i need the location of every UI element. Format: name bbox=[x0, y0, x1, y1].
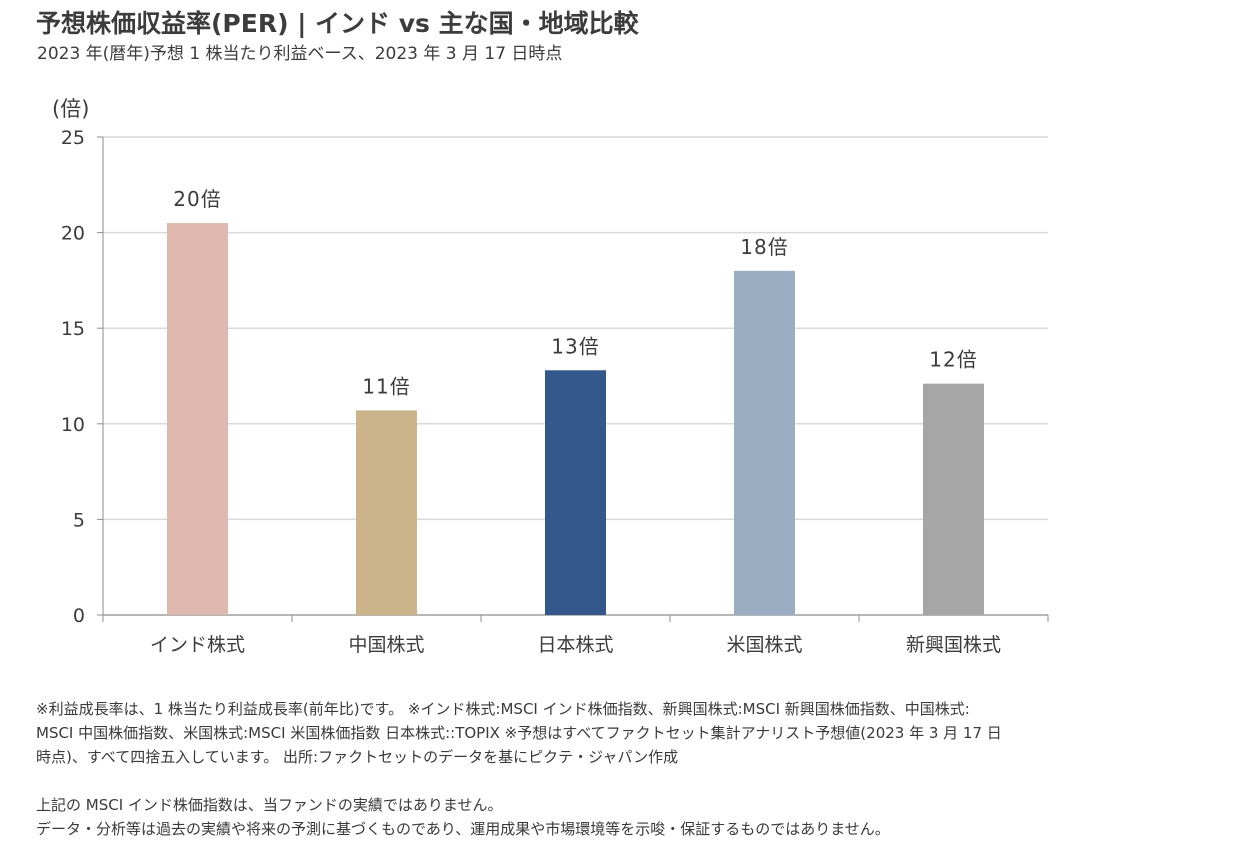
x-tick-label: 米国株式 bbox=[726, 634, 802, 656]
disclaimer-line: 上記の MSCI インド株価指数は、当ファンドの実績ではありません。 bbox=[36, 796, 503, 814]
x-tick-label: 日本株式 bbox=[537, 634, 613, 656]
y-tick-label: 10 bbox=[61, 414, 85, 436]
chart-title: 予想株価収益率(PER) | インド vs 主な国・地域比較 bbox=[36, 9, 639, 38]
y-tick-label: 0 bbox=[73, 605, 85, 627]
data-label: 11倍 bbox=[362, 374, 410, 398]
y-tick-label: 5 bbox=[73, 509, 85, 531]
bars bbox=[167, 223, 984, 616]
x-tick-label: 新興国株式 bbox=[906, 634, 1001, 656]
footnote-line: MSCI 中国株価指数、米国株式:MSCI 米国株価指数 日本株式::TOPIX… bbox=[36, 724, 1002, 742]
data-label: 12倍 bbox=[929, 348, 977, 372]
x-tick-label: インド株式 bbox=[150, 634, 245, 656]
data-label: 13倍 bbox=[551, 334, 599, 358]
footnotes: ※利益成長率は、1 株当たり利益成長率(前年比)です。 ※インド株式:MSCI … bbox=[36, 697, 1216, 841]
bar-2 bbox=[356, 410, 417, 615]
y-tick-label: 25 bbox=[61, 127, 85, 149]
chart-subtitle: 2023 年(暦年)予想 1 株当たり利益ベース、2023 年 3 月 17 日… bbox=[37, 44, 563, 64]
footnote-line: ※利益成長率は、1 株当たり利益成長率(前年比)です。 ※インド株式:MSCI … bbox=[36, 700, 970, 718]
y-tick-label: 15 bbox=[61, 318, 85, 340]
x-tick-label: 中国株式 bbox=[348, 634, 424, 656]
bar-3 bbox=[545, 370, 606, 615]
data-label: 20倍 bbox=[173, 187, 221, 211]
bar-5 bbox=[923, 383, 984, 615]
bar-4 bbox=[734, 270, 795, 615]
data-label: 18倍 bbox=[740, 235, 788, 259]
footnote-line: 時点)、すべて四捨五入しています。 出所:ファクトセットのデータを基にピクテ・ジ… bbox=[36, 748, 679, 766]
bar-1 bbox=[167, 223, 228, 616]
disclaimer-line: データ・分析等は過去の実績や将来の予測に基づくものであり、運用成果や市場環境等を… bbox=[36, 820, 890, 838]
y-tick-label: 20 bbox=[61, 223, 85, 245]
y-axis-label: (倍) bbox=[52, 97, 89, 121]
